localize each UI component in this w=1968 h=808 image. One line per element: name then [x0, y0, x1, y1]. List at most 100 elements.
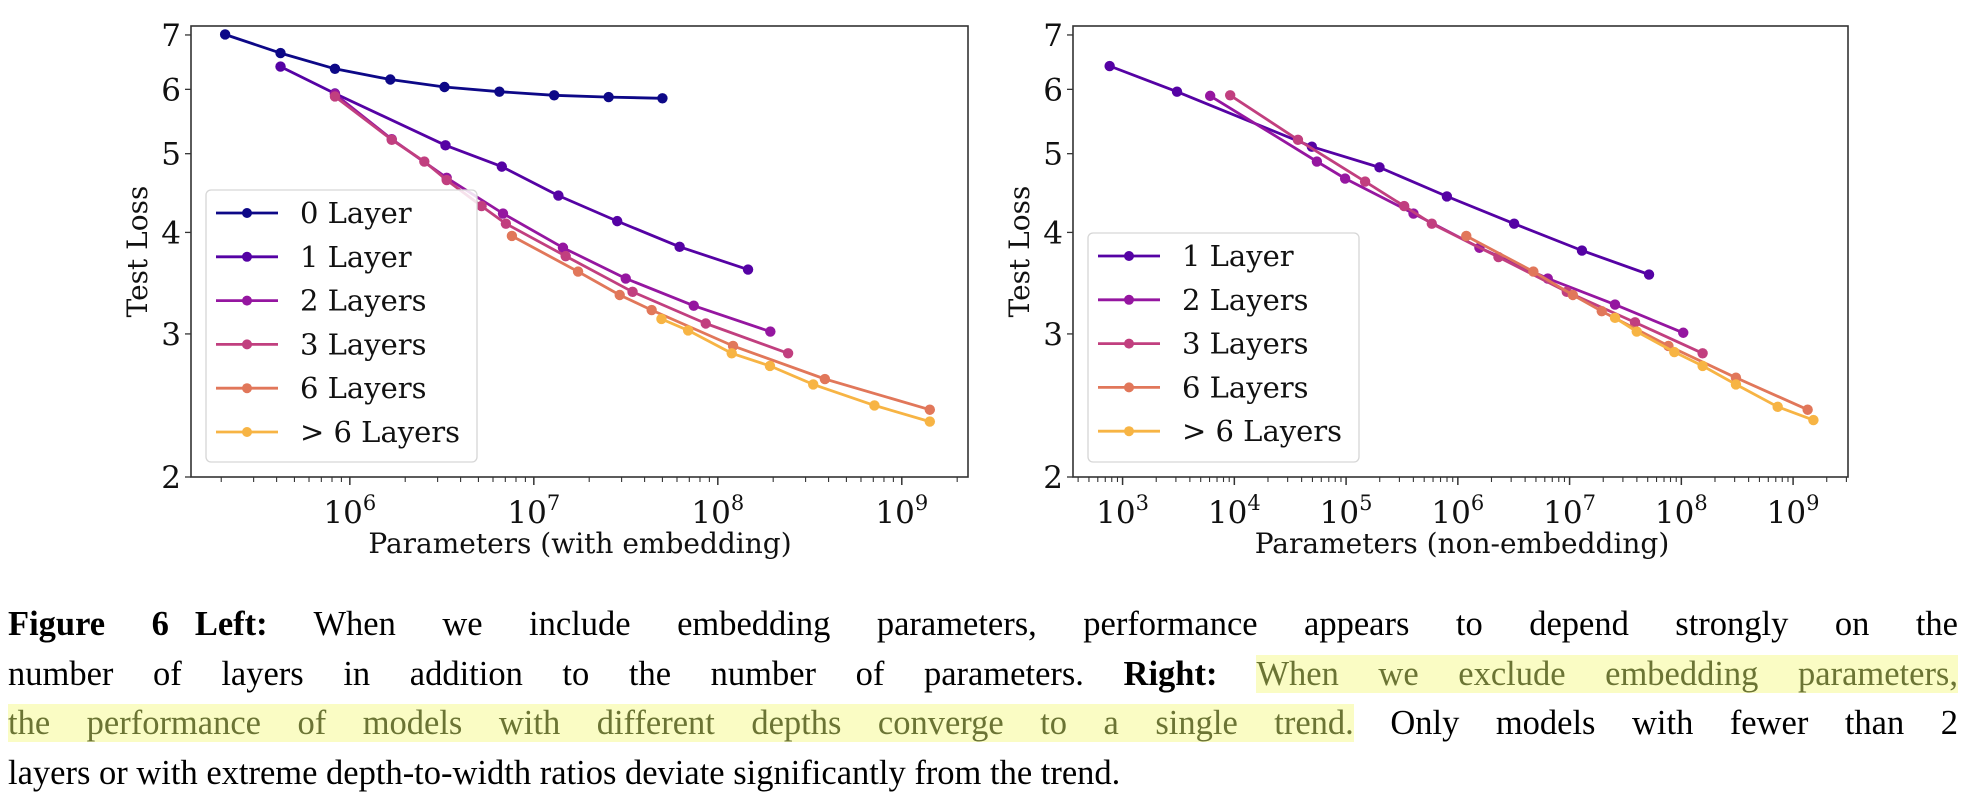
data-point — [1631, 326, 1642, 337]
data-point — [700, 318, 711, 329]
data-point — [924, 416, 936, 427]
data-point — [1772, 401, 1783, 413]
data-point — [656, 313, 667, 325]
data-point — [742, 264, 754, 275]
legend-label: 1 Layer — [1182, 239, 1294, 273]
legend-label: > 6 Layers — [1182, 414, 1342, 448]
data-point — [476, 200, 487, 212]
legend-item: 3 Layers — [216, 327, 427, 361]
y-tick-label: 2 — [161, 460, 181, 496]
data-point — [1374, 162, 1385, 173]
data-point — [572, 266, 584, 277]
series-line — [279, 65, 749, 271]
legend-marker — [1124, 426, 1134, 437]
x-axis-label: Parameters (with embedding) — [368, 527, 791, 560]
data-point — [439, 81, 450, 93]
data-point — [329, 63, 341, 74]
data-point — [614, 289, 625, 301]
y-tick-label: 2 — [1043, 460, 1063, 496]
series-line — [1109, 64, 1650, 276]
data-point — [560, 250, 571, 262]
legend-marker — [242, 295, 252, 306]
legend-item: 2 Layers — [216, 284, 427, 318]
data-point — [1104, 60, 1115, 72]
legend-label: 2 Layers — [300, 284, 427, 318]
data-point — [1678, 327, 1689, 338]
x-tick-label: 107 — [1543, 491, 1596, 531]
x-tick-label: 109 — [1767, 491, 1820, 531]
data-point — [1311, 156, 1323, 167]
data-point — [1508, 218, 1520, 229]
x-axis-label: Parameters (non-embedding) — [1255, 527, 1670, 560]
data-point — [275, 47, 286, 59]
data-point — [385, 74, 396, 85]
legend-marker — [242, 427, 252, 437]
data-point — [765, 326, 776, 337]
legend: 0 Layer 1 Layer 2 Layers 3 Layers 6 Layers >… — [205, 189, 478, 463]
x-tick-label: 109 — [875, 491, 928, 531]
legend-label: 6 Layers — [300, 371, 427, 405]
data-point — [219, 29, 231, 40]
legend-item: > 6 Layers — [1098, 414, 1342, 448]
figure-caption: Figure 6 Left: When we include embedding … — [8, 600, 1958, 798]
y-axis-label: Test Loss — [1003, 186, 1036, 318]
x-tick-label: 103 — [1096, 491, 1149, 531]
data-point — [1643, 269, 1655, 280]
legend-label: 6 Layers — [1182, 370, 1309, 404]
caption-text: When we include embedding parameters, pe… — [267, 605, 1958, 643]
data-point — [441, 174, 452, 186]
data-point — [275, 61, 286, 72]
data-point — [440, 140, 451, 151]
y-tick-label: 5 — [1043, 137, 1063, 173]
series-line — [334, 95, 789, 355]
data-point — [1576, 245, 1588, 256]
legend-label: 3 Layers — [300, 327, 427, 361]
caption-line: number of layers in addition to the numb… — [8, 650, 1958, 700]
caption-text: Only models with fewer than 2 — [1353, 704, 1958, 742]
data-point — [1528, 266, 1539, 277]
legend-item: 3 Layers — [1098, 327, 1309, 361]
legend-marker — [242, 208, 252, 218]
series-line — [660, 317, 931, 423]
data-point — [674, 241, 685, 253]
data-point — [808, 379, 819, 390]
legend-item: 1 Layer — [216, 240, 412, 274]
y-tick-label: 7 — [161, 18, 181, 54]
legend-item: 6 Layers — [216, 371, 427, 405]
data-point — [603, 91, 614, 103]
data-point — [1398, 200, 1410, 212]
data-point — [553, 190, 564, 201]
legend-box — [1087, 232, 1360, 463]
data-point — [496, 161, 508, 172]
legend-marker — [1124, 382, 1134, 393]
data-point — [419, 156, 430, 167]
data-point — [1339, 173, 1351, 184]
data-point — [386, 134, 397, 146]
y-tick-label: 5 — [161, 137, 181, 173]
caption-text: number of layers in addition to the numb… — [8, 654, 1124, 693]
legend-label: 3 Layers — [1182, 327, 1309, 361]
data-point — [1224, 90, 1236, 101]
x-tick-label: 108 — [691, 491, 744, 531]
x-tick-label: 106 — [1431, 491, 1484, 531]
highlighted-text: the performance of models with different… — [8, 704, 1354, 742]
legend-item: 1 Layer — [1098, 239, 1294, 273]
caption-line: the performance of models with different… — [8, 699, 1958, 749]
data-point — [869, 400, 880, 411]
y-tick-label: 3 — [161, 317, 181, 353]
y-tick-label: 7 — [1043, 18, 1063, 54]
y-tick-label: 6 — [161, 72, 181, 108]
data-point — [657, 93, 668, 104]
legend: 1 Layer 2 Layers 3 Layers 6 Layers > 6 Laye… — [1087, 232, 1360, 463]
data-point — [1292, 134, 1304, 146]
x-tick-label: 106 — [323, 491, 376, 531]
data-point — [1441, 191, 1453, 202]
bold-label: Right: — [1123, 654, 1218, 693]
bold-label: Left: — [194, 605, 268, 643]
data-point — [1609, 299, 1621, 310]
caption-text: layers or with extreme depth-to-width ra… — [8, 753, 1121, 792]
x-tick-label: 104 — [1208, 491, 1261, 531]
data-point — [1629, 317, 1641, 328]
data-point — [682, 325, 694, 336]
data-point — [548, 90, 560, 101]
